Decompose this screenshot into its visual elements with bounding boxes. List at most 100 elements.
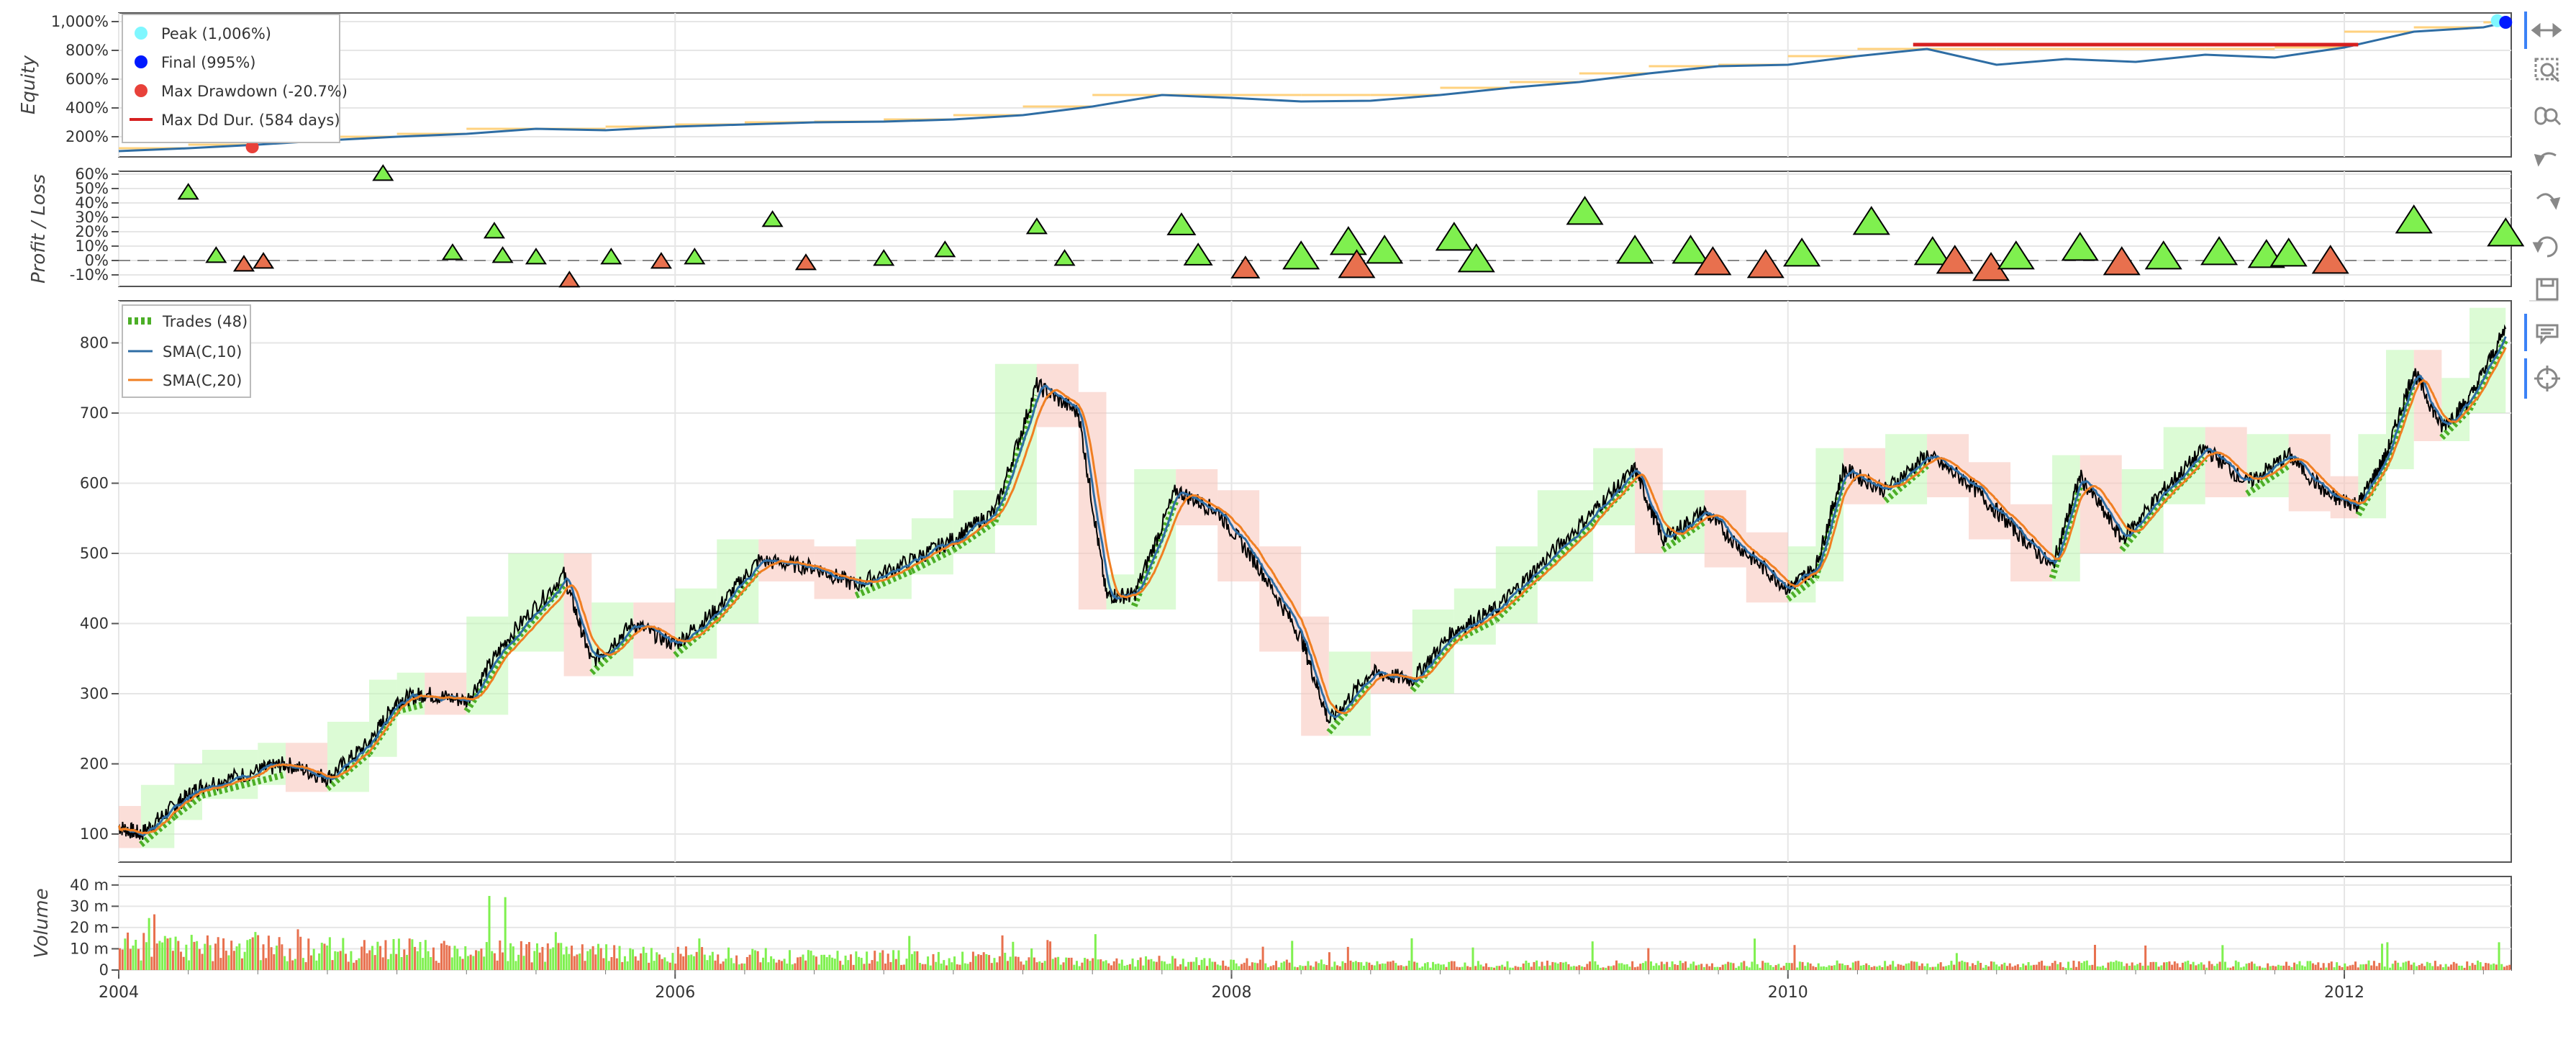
volume-bar [1721,964,1724,970]
volume-bar [576,954,579,970]
x-tick-label: 2004 [99,984,139,1002]
volume-bar [2237,961,2240,970]
volume-bar [257,935,260,970]
volume-bar [860,958,863,970]
volume-bar [1777,964,1780,970]
volume-bar [1033,957,1035,970]
volume-bar [150,956,153,970]
volume-bar [1506,961,1509,970]
volume-bar [2014,965,2017,970]
volume-bar [1825,966,1828,970]
volume-bar [2267,963,2269,970]
volume-bar [2309,961,2312,970]
volume-bar [1230,959,1233,970]
volume-bar [809,951,812,970]
volume-bar [889,961,892,970]
undo-tool[interactable] [2534,152,2557,167]
volume-bar [1785,962,1788,970]
volume-bar [1913,961,1915,970]
volume-bar [1243,962,1246,970]
legend-final-label[interactable]: Final (995%) [161,54,256,71]
volume-bar [2370,965,2373,970]
box-zoom-tool[interactable] [2534,58,2560,83]
volume-bar [1400,965,1402,970]
volume-bar [1729,962,1732,970]
trade-marker [934,240,956,258]
volume-bar [1772,966,1774,970]
price-panel[interactable]: 800 700 600 500 400 300 200 100 Trades (48) SMA… [80,300,2512,863]
trade-line [201,778,259,799]
pan-tool[interactable] [2524,12,2562,49]
legend-max-drawdown-label[interactable]: Max Drawdown (-20.7%) [161,83,348,100]
volume-bar [1615,960,1618,970]
hover-tool[interactable] [2524,314,2559,351]
trade-marker [441,243,463,260]
equity-panel[interactable]: 1,000% 800% 600% 400% 200% Equity Peak (1,00… [18,12,2513,158]
volume-bar [1189,961,1192,970]
legend-max-dd-duration-label[interactable]: Max Dd Dur. (584 days) [161,112,340,129]
volume-bar [284,956,286,970]
volume-bar [1423,963,1426,970]
volume-bar [1070,957,1073,970]
volume-bar [1477,961,1479,970]
volume-bar [2030,965,2033,970]
volume-bar [1945,966,1948,970]
volume-bar [743,964,746,970]
volume-bar [1764,962,1767,970]
volume-bar [2407,961,2410,970]
price-legend[interactable]: Trades (48) SMA(C,10) SMA(C,20) [122,304,251,398]
volume-bar [1697,964,1700,970]
volume-bar [1815,966,1818,970]
equity-legend[interactable]: Peak (1,006%) Final (995%) Max Drawdown … [122,14,348,143]
volume-bar [281,944,284,970]
crosshair-tool[interactable] [2524,358,2560,399]
legend-trades-label[interactable]: Trades (48) [162,313,248,330]
volume-bar [2245,964,2248,970]
volume-panel[interactable]: 40 m 30 m 20 m 10 m 0 Volume [31,876,2512,979]
legend-sma10-label[interactable]: SMA(C,10) [163,343,242,361]
volume-bar [988,955,991,970]
save-tool[interactable] [2536,278,2559,301]
trade-marker [491,246,514,263]
volume-bar [2203,964,2205,970]
volume-bar [714,960,717,970]
volume-bar [1330,966,1333,970]
volume-bar [196,941,199,970]
volume-bar [783,959,786,970]
volume-bar [2160,965,2163,970]
volume-bar [629,948,632,970]
volume-bar [1838,963,1841,970]
profit-loss-panel[interactable]: 60%50%40%30%20%10%0%-10% Profit / Loss [28,164,2525,288]
volume-bar [626,961,629,970]
redo-tool[interactable] [2536,193,2561,210]
volume-bar [464,946,467,970]
volume-bar [2450,964,2453,970]
volume-bar [275,946,278,970]
trade-marker [1852,206,1890,235]
volume-bar [722,961,725,970]
toolbar[interactable] [2524,12,2562,399]
volume-bar [919,963,922,970]
wheel-zoom-tool[interactable] [2534,107,2562,126]
volume-bar [140,960,142,970]
volume-bar [1831,966,1833,970]
volume-bar [2341,966,2344,970]
legend-sma20-label[interactable]: SMA(C,20) [163,372,242,389]
price-frame [118,300,2512,863]
reset-tool[interactable] [2532,236,2558,258]
volume-bar [881,950,884,970]
volume-bar [1169,964,1171,970]
volume-bar [1174,958,1176,970]
y-tick-label: 10% [75,237,109,255]
legend-peak-label[interactable]: Peak (1,006%) [161,25,271,42]
volume-bar [307,938,310,970]
volume-bar [1371,964,1374,970]
volume-bar [155,943,158,970]
volume-bar [546,943,549,970]
trade-line [1786,575,1818,602]
volume-bar [1900,964,1902,970]
volume-bar [544,961,547,970]
volume-bar [2383,966,2386,970]
volume-bar [2405,961,2408,970]
